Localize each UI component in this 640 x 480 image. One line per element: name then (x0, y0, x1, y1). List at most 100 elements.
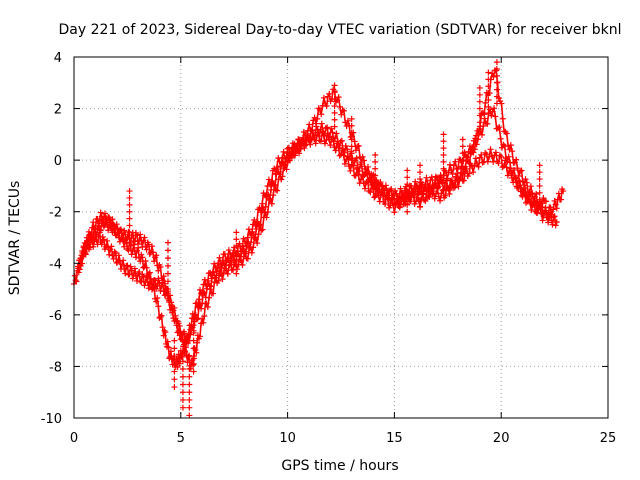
data-marker (536, 203, 543, 210)
data-marker (115, 234, 122, 241)
data-marker (164, 270, 171, 277)
data-marker (164, 239, 171, 246)
data-marker (382, 196, 389, 203)
data-marker (417, 182, 424, 189)
data-marker (476, 119, 483, 126)
data-marker (121, 243, 128, 250)
data-marker (107, 246, 114, 253)
data-marker (489, 70, 496, 77)
data-marker (348, 122, 355, 129)
data-marker (263, 214, 270, 221)
data-marker (320, 94, 327, 101)
data-marker (455, 183, 462, 190)
data-marker (137, 278, 144, 285)
data-marker (225, 247, 232, 254)
data-marker (159, 324, 166, 331)
data-marker (485, 96, 492, 103)
data-marker (268, 200, 275, 207)
data-marker (405, 188, 412, 195)
data-marker (321, 140, 328, 147)
data-marker (484, 120, 491, 127)
data-marker (421, 184, 428, 191)
data-marker (284, 159, 291, 166)
data-marker (190, 322, 197, 329)
data-marker (344, 117, 351, 124)
y-tick-label: -10 (41, 412, 62, 427)
data-marker (551, 197, 558, 204)
data-marker (417, 162, 424, 169)
data-marker (240, 243, 247, 250)
data-marker (486, 153, 493, 160)
data-marker (331, 109, 338, 116)
data-marker (493, 59, 500, 66)
data-marker (436, 174, 443, 181)
data-marker (362, 185, 369, 192)
data-marker (478, 131, 485, 138)
data-marker (440, 172, 447, 179)
data-marker (459, 150, 466, 157)
data-marker (504, 172, 511, 179)
data-marker (95, 222, 102, 229)
data-marker (205, 277, 212, 284)
data-marker (470, 149, 477, 156)
data-marker (337, 138, 344, 145)
data-marker (153, 285, 160, 292)
data-marker (117, 226, 124, 233)
chart-title: Day 221 of 2023, Sidereal Day-to-day VTE… (59, 22, 622, 38)
data-marker (140, 237, 147, 244)
data-marker (383, 192, 390, 199)
data-marker (485, 69, 492, 76)
data-marker (182, 348, 189, 355)
data-marker (186, 396, 193, 403)
data-marker (432, 177, 439, 184)
data-marker (404, 167, 411, 174)
data-marker (484, 158, 491, 165)
data-marker (298, 143, 305, 150)
data-marker (476, 126, 483, 133)
y-tick-label: 0 (54, 154, 62, 169)
data-marker (529, 201, 536, 208)
data-marker (426, 194, 433, 200)
data-marker (77, 262, 84, 269)
data-marker (354, 164, 361, 171)
data-marker (143, 264, 150, 271)
data-marker (239, 262, 246, 269)
data-marker (113, 259, 120, 266)
data-marker (112, 225, 119, 232)
data-marker (106, 214, 113, 221)
data-marker (553, 219, 560, 226)
data-marker (356, 168, 363, 175)
data-marker (224, 270, 231, 277)
data-marker (495, 160, 502, 167)
data-marker (258, 227, 265, 234)
data-marker (331, 116, 338, 123)
data-marker (190, 345, 197, 352)
data-marker (274, 187, 281, 194)
data-marker (542, 204, 549, 211)
data-marker (363, 169, 370, 176)
data-marker (536, 189, 543, 196)
data-marker (167, 292, 174, 299)
data-marker (316, 106, 323, 113)
data-marker (143, 272, 150, 279)
data-marker (545, 219, 552, 226)
data-marker (269, 177, 276, 184)
data-marker (348, 157, 355, 164)
data-marker (471, 146, 478, 153)
data-marker (274, 166, 281, 173)
data-marker (120, 257, 127, 264)
data-marker (548, 217, 555, 224)
data-marker (288, 154, 295, 161)
data-marker (99, 220, 106, 227)
data-marker (253, 226, 260, 233)
data-marker (85, 228, 92, 235)
data-marker (503, 130, 510, 137)
data-marker (143, 246, 150, 253)
data-marker (470, 169, 477, 176)
data-marker (164, 247, 171, 254)
data-marker (324, 124, 331, 131)
data-marker (211, 260, 218, 267)
data-marker (446, 191, 453, 198)
data-marker (504, 158, 511, 165)
data-marker (538, 200, 545, 207)
